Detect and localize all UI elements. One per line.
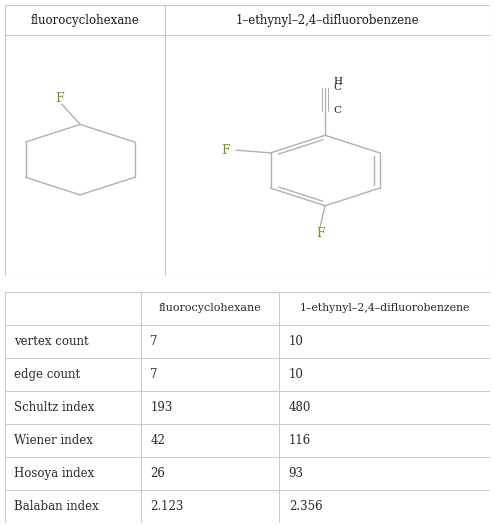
Text: F: F — [222, 144, 230, 157]
Text: 10: 10 — [289, 368, 303, 381]
Text: edge count: edge count — [14, 368, 80, 381]
Text: F: F — [316, 227, 325, 240]
Text: 93: 93 — [289, 467, 304, 480]
Text: 10: 10 — [289, 335, 303, 348]
Text: H: H — [334, 77, 343, 86]
Text: 7: 7 — [150, 368, 158, 381]
Text: 1–ethynyl–2,4–difluorobenzene: 1–ethynyl–2,4–difluorobenzene — [236, 14, 419, 27]
Text: Schultz index: Schultz index — [14, 401, 94, 414]
Text: 2.356: 2.356 — [289, 500, 322, 513]
Text: 7: 7 — [150, 335, 158, 348]
Text: vertex count: vertex count — [14, 335, 88, 348]
Text: C: C — [334, 106, 342, 115]
Text: 1–ethynyl–2,4–difluorobenzene: 1–ethynyl–2,4–difluorobenzene — [299, 304, 470, 313]
Text: 116: 116 — [289, 434, 311, 447]
Text: Hosoya index: Hosoya index — [14, 467, 94, 480]
Text: Wiener index: Wiener index — [14, 434, 93, 447]
Text: Balaban index: Balaban index — [14, 500, 99, 513]
Text: F: F — [55, 92, 63, 105]
Text: 42: 42 — [150, 434, 165, 447]
Text: 26: 26 — [150, 467, 165, 480]
Text: fluorocyclohexane: fluorocyclohexane — [31, 14, 140, 27]
Text: fluorocyclohexane: fluorocyclohexane — [158, 304, 261, 313]
Text: 2.123: 2.123 — [150, 500, 184, 513]
Text: C: C — [334, 84, 342, 93]
Text: 480: 480 — [289, 401, 311, 414]
Text: 193: 193 — [150, 401, 173, 414]
